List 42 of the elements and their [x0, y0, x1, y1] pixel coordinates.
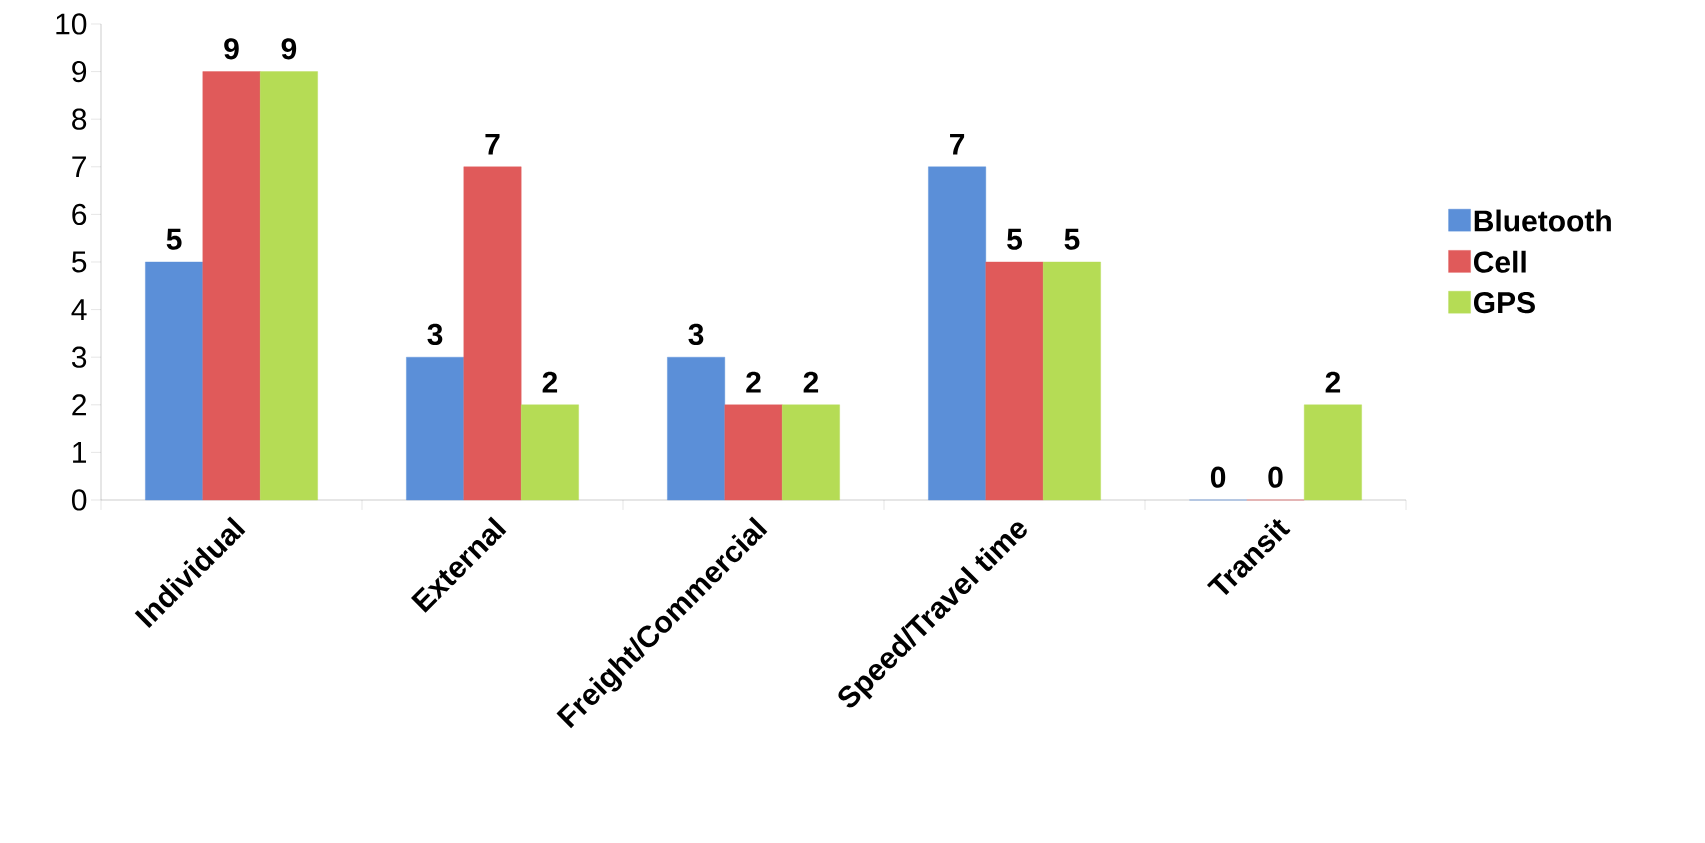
data-label: 5 — [166, 228, 182, 250]
y-tick-label: 8 — [72, 108, 87, 130]
data-label: 9 — [281, 38, 297, 60]
legend-label: Bluetooth — [1474, 209, 1611, 232]
bar — [724, 404, 783, 501]
data-label: 9 — [224, 38, 239, 60]
y-tick-label: 7 — [72, 156, 86, 178]
data-label: 2 — [746, 371, 761, 393]
data-label: 5 — [1064, 228, 1080, 250]
legend-label: GPS — [1473, 291, 1535, 314]
bar — [928, 166, 986, 501]
bar — [1043, 261, 1101, 501]
y-tick-label: 9 — [72, 60, 87, 83]
y-tick-label: 4 — [71, 299, 87, 320]
data-label: 7 — [950, 133, 965, 155]
bar — [667, 357, 725, 501]
bar — [521, 404, 579, 501]
bar — [145, 261, 203, 501]
bar — [202, 71, 261, 501]
data-label: 7 — [485, 133, 500, 155]
data-label: 3 — [427, 323, 443, 345]
data-label: 5 — [1007, 228, 1023, 250]
legend-label: Cell — [1473, 250, 1526, 273]
data-label: 0 — [1268, 466, 1283, 488]
data-label: 2 — [542, 371, 558, 393]
y-tick-label: 6 — [72, 203, 87, 226]
bar — [1304, 404, 1362, 501]
bar — [463, 166, 522, 501]
y-tick-label: 2 — [72, 394, 86, 416]
data-label: 3 — [688, 323, 704, 345]
bar — [260, 71, 318, 501]
data-label: 2 — [1325, 371, 1341, 393]
y-tick-label: 10 — [56, 13, 87, 35]
bar — [782, 404, 840, 501]
data-label: 2 — [803, 371, 819, 393]
y-tick-label: 3 — [71, 346, 87, 368]
y-tick-label: 1 — [73, 442, 87, 463]
y-tick-label: 0 — [71, 489, 87, 511]
y-tick-label: 5 — [72, 251, 87, 273]
bar — [406, 357, 464, 501]
data-label: 0 — [1210, 466, 1226, 488]
bar — [985, 261, 1044, 501]
